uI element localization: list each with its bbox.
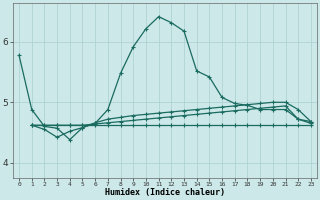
X-axis label: Humidex (Indice chaleur): Humidex (Indice chaleur) [105, 188, 225, 197]
